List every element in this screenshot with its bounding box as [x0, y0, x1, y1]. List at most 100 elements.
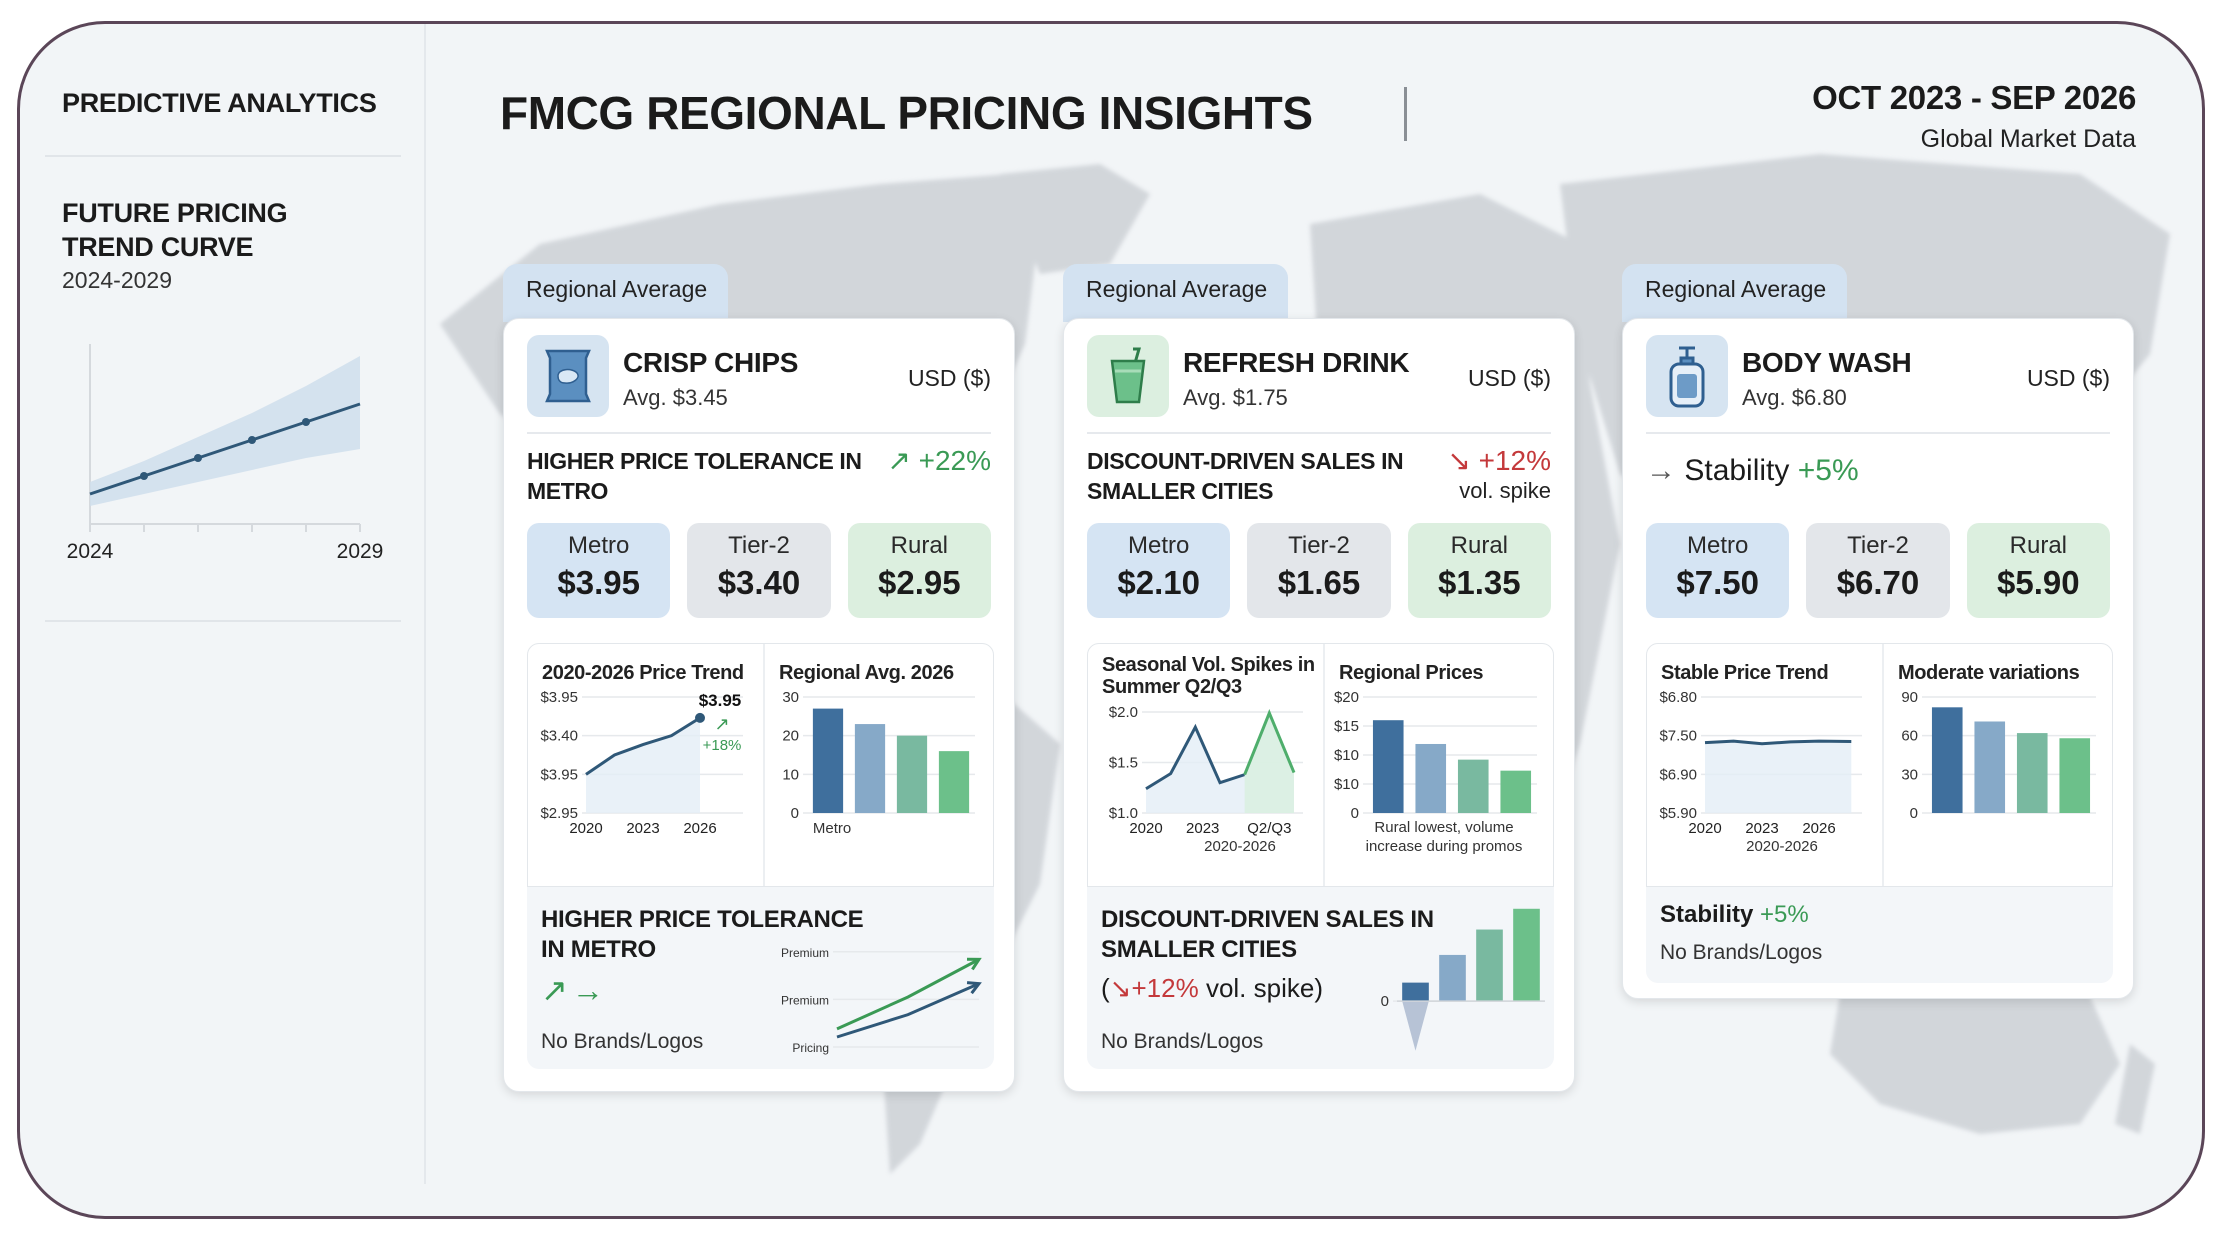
- region-metro[interactable]: Metro $2.10: [1087, 523, 1231, 618]
- region-label: Tier-2: [728, 532, 790, 559]
- currency-label: USD ($): [907, 365, 991, 391]
- currency-label: USD ($): [1467, 365, 1551, 391]
- data-point: [140, 472, 148, 480]
- x-axis-label: Rural lowest, volume: [1374, 819, 1513, 836]
- region-price-row: Metro $7.50 Tier-2 $6.70 Rural $5.90: [1646, 523, 2110, 618]
- region-rural[interactable]: Rural $1.35: [1407, 523, 1551, 618]
- x-tick-label: 2020: [1129, 820, 1162, 837]
- page-title: FMCG REGIONAL PRICING INSIGHTS: [500, 87, 1313, 139]
- data-point: [248, 436, 256, 444]
- volume-bar-chart: 0: [1381, 908, 1545, 1051]
- region-price-row: Metro $2.10 Tier-2 $1.65 Rural $1.35: [1087, 523, 1551, 618]
- trend-down-icon: ↘: [1109, 973, 1132, 1003]
- regional-avg-chart-panel: Regional Avg. 2026 0 10 20 30 Metro: [765, 644, 993, 886]
- bar: [2059, 738, 2091, 813]
- summary-change-value: +5%: [1760, 901, 1809, 928]
- sidebar-chart-title: FUTURE PRICING TREND CURVE: [62, 196, 288, 264]
- region-label: Rural: [1450, 532, 1508, 559]
- y-tick-label: $3.95: [540, 689, 578, 706]
- x-axis-sublabel: 2020-2026: [1204, 838, 1276, 855]
- confidence-band: [90, 356, 360, 506]
- stable-trend-chart-panel: Stable Price Trend $5.90 $6.90 $7.50 $6.80 2…: [1647, 644, 1884, 886]
- region-label: Tier-2: [1847, 532, 1909, 559]
- region-tier2[interactable]: Tier-2 $6.70: [1806, 523, 1950, 618]
- data-point: [302, 418, 310, 426]
- arrow-right-icon: →: [1646, 454, 1676, 487]
- trend-arrows-icon: ↗→: [541, 972, 608, 1008]
- regional-avg-chart: 0 10 20 30 Metro: [782, 689, 975, 837]
- date-range: OCT 2023 - SEP 2026: [1812, 79, 2136, 116]
- y-tick-label: $15: [1334, 718, 1359, 735]
- x-axis-sublabel: 2020-2026: [1746, 838, 1818, 855]
- map-australia: [1830, 954, 2120, 1134]
- bar: [1457, 759, 1489, 813]
- data-scope-subtitle: Global Market Data: [1920, 125, 2136, 153]
- region-tier2[interactable]: Tier-2 $1.65: [1247, 523, 1391, 618]
- insight-change: ↗ +22%: [887, 446, 991, 476]
- chart-title: 2020-2026 Price Trend: [542, 662, 744, 684]
- region-price: $5.90: [1997, 564, 2080, 601]
- region-rural[interactable]: Rural $5.90: [1966, 523, 2110, 618]
- sidebar-chart-title-line1: FUTURE PRICING: [62, 198, 288, 228]
- y-tick-label: 30: [1901, 766, 1918, 783]
- variations-chart-panel: Moderate variations 0 30 60 90: [1884, 644, 2112, 886]
- y-tick-label: 30: [782, 689, 799, 706]
- y-tick-label: 20: [782, 728, 799, 745]
- summary-change-value: +12%: [1131, 973, 1199, 1003]
- region-label: Metro: [1127, 532, 1190, 559]
- tab-regional-average-chips[interactable]: Regional Average: [503, 264, 728, 322]
- tab-regional-average-drink[interactable]: Regional Average: [1063, 264, 1288, 322]
- region-price: $2.10: [1117, 564, 1200, 601]
- chart-title: Seasonal Vol. Spikes in Summer Q2/Q3: [1102, 654, 1315, 698]
- region-metro[interactable]: Metro $7.50: [1646, 523, 1790, 618]
- chart-title: Regional Avg. 2026: [778, 662, 954, 684]
- insight-row: → Stability +5%: [1646, 434, 2110, 523]
- stable-price-chart: $5.90 $6.90 $7.50 $6.80 2020 2023 20262020-202…: [1659, 689, 1862, 855]
- bar: [1476, 929, 1503, 1002]
- x-tick-label: 2020: [569, 820, 602, 837]
- bar: [1513, 908, 1540, 1002]
- summary-title-line2: SMALLER CITIES: [1101, 936, 1297, 963]
- insight-row: DISCOUNT-DRIVEN SALES IN SMALLER CITIES …: [1087, 434, 1551, 523]
- product-average-price: Avg. $1.75: [1183, 385, 1288, 410]
- bar: [1415, 743, 1447, 813]
- future-trend-chart: 2024 2029: [67, 344, 383, 563]
- arrowhead: [966, 957, 982, 971]
- annotation-end-value: $3.95: [699, 691, 742, 710]
- summary-title-line1: DISCOUNT-DRIVEN SALES IN: [1101, 906, 1434, 933]
- summary-stability: Stability +5%: [1660, 901, 1809, 929]
- y-tick-label: 90: [1901, 689, 1918, 706]
- insight-change-value: +12%: [1478, 445, 1551, 476]
- seasonal-chart-panel: Seasonal Vol. Spikes in Summer Q2/Q3 $1.…: [1088, 644, 1325, 886]
- region-tier2[interactable]: Tier-2 $3.40: [687, 523, 831, 618]
- y-tick-label: $2.95: [540, 805, 578, 822]
- sidebar-rule: [45, 620, 401, 622]
- highlight-line: [1243, 709, 1296, 776]
- y-tick-label: Premium: [781, 993, 829, 1007]
- bar: [854, 724, 886, 813]
- premium-pricing-chart: Pricing Premium Premium: [781, 946, 982, 1055]
- x-tick-label: Q2/Q3: [1247, 820, 1291, 837]
- region-metro[interactable]: Metro $3.95: [527, 523, 671, 618]
- x-tick-label: 2023: [1745, 820, 1778, 837]
- region-price: $3.40: [717, 564, 801, 601]
- x-tick-label: 2026: [683, 820, 716, 837]
- chart-panel: Seasonal Vol. Spikes in Summer Q2/Q3 $1.…: [1087, 643, 1554, 887]
- bar: [896, 735, 928, 813]
- summary-note: No Brands/Logos: [541, 1030, 704, 1053]
- product-average-price: Avg. $3.45: [623, 385, 728, 410]
- y-tick-label: $10: [1334, 776, 1359, 793]
- tab-regional-average-wash[interactable]: Regional Average: [1622, 264, 1847, 322]
- region-price: $6.70: [1836, 564, 1920, 601]
- chart-panel: Stable Price Trend $5.90 $6.90 $7.50 $6.80 2…: [1646, 643, 2113, 887]
- x-tick-label: 2024: [67, 540, 114, 563]
- region-rural[interactable]: Rural $2.95: [847, 523, 991, 618]
- chart-title: Regional Prices: [1338, 662, 1484, 684]
- data-point: [194, 454, 202, 462]
- sidebar-divider: [424, 24, 426, 1184]
- title-separator: [1404, 87, 1407, 141]
- dashboard-frame: PREDICTIVE ANALYTICS FUTURE PRICING TREN…: [17, 21, 2205, 1219]
- y-tick-label: 0: [1910, 805, 1918, 822]
- y-tick-label: $3.95: [540, 766, 578, 783]
